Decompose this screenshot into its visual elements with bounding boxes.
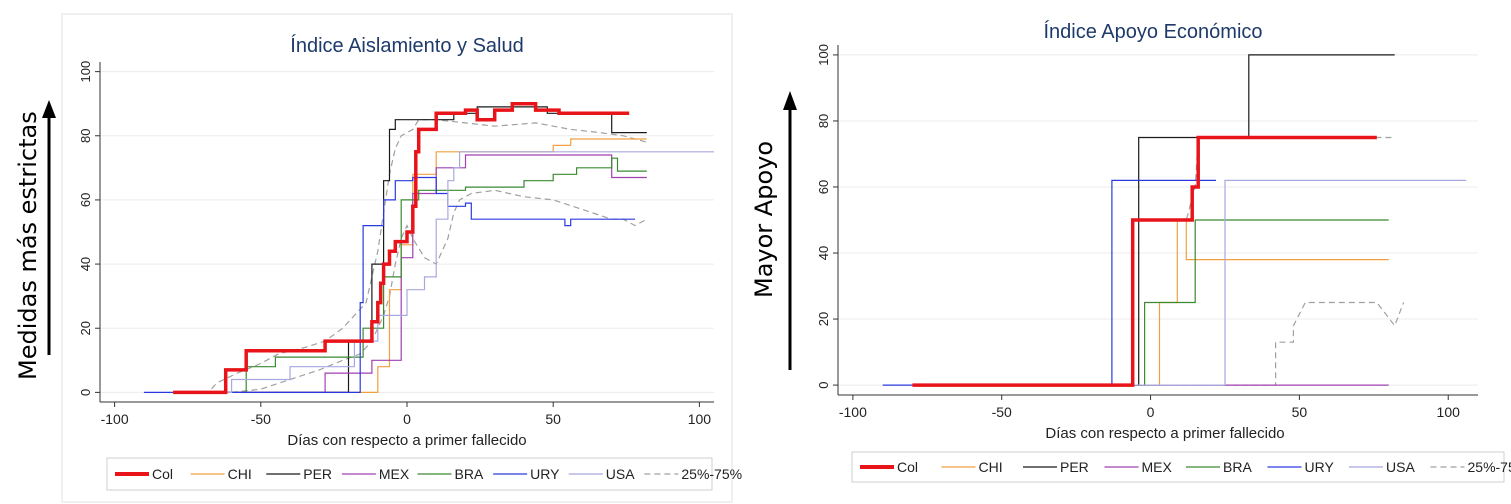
legend-label-mex: MEX [1142, 459, 1173, 475]
legend-label-usa: USA [606, 466, 635, 482]
legend-label-bra: BRA [455, 466, 484, 482]
y-tick-label: 40 [816, 246, 831, 260]
legend-label-chi: CHI [228, 466, 252, 482]
series-line-chi [912, 219, 1389, 386]
x-tick-label: -100 [101, 411, 129, 427]
legend-label-band: 25%-75% [681, 466, 742, 482]
series-line-col [912, 135, 1377, 387]
legend-label-usa: USA [1386, 459, 1415, 475]
legend-label-per: PER [303, 466, 332, 482]
series-line-bra [173, 157, 647, 393]
left-plot-area: 0 20 40 60 80 100 -100 -50 0 50 100 [78, 61, 714, 427]
legend-label-mex: MEX [379, 466, 410, 482]
left-chart-panel: Índice Aislamiento y Salud 0 20 40 60 80 100 -… [61, 13, 742, 503]
y-tick-label: 100 [816, 44, 831, 66]
x-tick-label: -50 [251, 411, 271, 427]
right-chart-title: Índice Apoyo Económico [1043, 20, 1262, 43]
right-legend: Col CHI PER MEX BRA URY USA 25%-75% [851, 451, 1511, 483]
x-tick-label: -50 [992, 404, 1012, 420]
y-tick-label: 80 [816, 114, 831, 128]
left-chart-title: Índice Aislamiento y Salud [290, 34, 523, 57]
band-line-p25 [912, 301, 1405, 386]
right-plot-area: 0 20 40 60 80 100 -100 -50 0 50 100 [816, 44, 1478, 420]
legend-label-bra: BRA [1223, 459, 1252, 475]
legend-label-ury: URY [530, 466, 560, 482]
legend-label-per: PER [1060, 459, 1089, 475]
y-tick-label: 20 [816, 312, 831, 326]
y-tick-label: 40 [78, 257, 93, 271]
left-arrow-head [42, 100, 56, 118]
legend-label-chi: CHI [979, 459, 1003, 475]
x-tick-label: 50 [1292, 404, 1308, 420]
legend-label-ury: URY [1305, 459, 1335, 475]
series-group [143, 101, 714, 395]
series-line-ury [882, 179, 1216, 386]
right-support-arrow [783, 91, 797, 370]
series-line-bra [912, 219, 1389, 386]
y-tick-label: 100 [78, 61, 93, 83]
left-legend: Col CHI PER MEX BRA URY USA 25%-75% [106, 457, 742, 491]
y-tick-label: 60 [816, 180, 831, 194]
left-strictness-arrow [42, 100, 56, 355]
series-line-usa [173, 151, 714, 393]
series-group [882, 54, 1467, 387]
left-side-label: Medidas más estrictas [14, 111, 42, 380]
y-tick-label: 0 [816, 381, 831, 388]
x-tick-label: 0 [1147, 404, 1155, 420]
x-tick-label: -100 [839, 404, 867, 420]
y-tick-label: 60 [78, 193, 93, 207]
legend-label-col: Col [152, 466, 173, 482]
series-line-col [173, 101, 630, 395]
y-tick-label: 0 [78, 389, 93, 396]
y-tick-label: 80 [78, 129, 93, 143]
left-x-axis-label: Días con respecto a primer fallecido [287, 432, 526, 449]
y-tick-label: 20 [78, 321, 93, 335]
right-arrow-head [783, 91, 797, 110]
band-line-p75 [912, 136, 1395, 386]
x-tick-label: 50 [545, 411, 561, 427]
legend-label-col: Col [897, 459, 918, 475]
x-tick-label: 100 [1437, 404, 1461, 420]
series-line-ury [143, 176, 636, 393]
x-tick-label: 100 [688, 411, 712, 427]
right-x-axis-label: Días con respecto a primer fallecido [1045, 425, 1284, 442]
x-tick-label: 0 [403, 411, 411, 427]
right-chart-panel: Índice Apoyo Económico 0 20 40 60 80 100 -100 -… [816, 20, 1511, 483]
series-line-usa [912, 179, 1467, 386]
left-chart-frame [61, 13, 733, 503]
legend-label-band: 25%-75% [1468, 459, 1511, 475]
right-side-label: Mayor Apoyo [750, 141, 778, 298]
